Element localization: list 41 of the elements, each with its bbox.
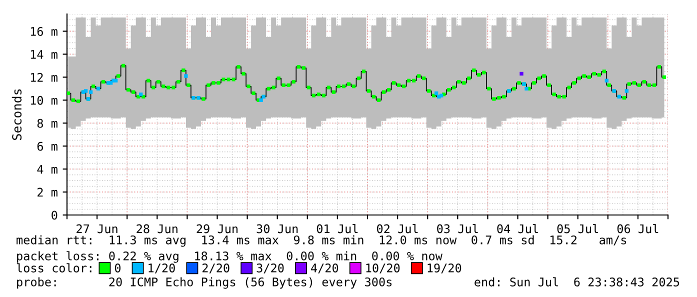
y-axis-title: Seconds	[12, 89, 22, 140]
x-tick-label: 27 Jun	[76, 224, 118, 234]
point	[520, 72, 524, 76]
legend-label: 0	[114, 264, 121, 272]
point	[114, 78, 118, 82]
legend-label: 10/20	[366, 264, 400, 274]
x-tick-label: 05 Jul	[557, 224, 598, 234]
x-tick-label: 03 Jul	[437, 224, 478, 234]
x-tick-label: 01 Jul	[316, 224, 358, 234]
legend-label: 2/20	[202, 264, 230, 274]
text: packet loss: 0.22 % avg 18.13 % max 0.00 % min 0.00 % now	[17, 251, 442, 263]
text: median rtt: 11.3 ms avg 13.4 ms max 9.8 ms min 12.0 ms now 0.7 ms sd 15.2 am/s	[16, 235, 626, 247]
x-tick-label: 28 Jun	[136, 224, 178, 234]
legend-label: 1/20	[148, 264, 175, 274]
y-tick-label: 4 m	[37, 164, 58, 174]
x-tick-label: 06 Jul	[617, 224, 658, 234]
x-tick-label: 02 Jul	[376, 224, 418, 234]
y-tick-label: 6 m	[37, 142, 58, 151]
point	[434, 91, 438, 96]
x-tick-label: 30 Jun	[256, 224, 298, 234]
y-tick-label: 10 m	[30, 96, 58, 105]
legend-label: 19/20	[428, 264, 462, 274]
point	[524, 86, 528, 90]
legend-label: 3/20	[256, 264, 284, 274]
y-tick-label: 12 m	[30, 72, 58, 82]
y-tick-label: 0	[52, 210, 58, 220]
y-tick-label: 14 m	[30, 50, 58, 59]
legend-title: loss color:	[16, 263, 92, 272]
point	[84, 89, 88, 93]
y-tick-label: 2 m	[38, 188, 58, 197]
x-tick-label: 04 Jul	[497, 224, 538, 234]
y-tick-label: 16 m	[30, 26, 58, 36]
text: probe: 20 ICMP Echo Pings (56 Bytes) every 300s	[17, 277, 392, 289]
legend-label: 4/20	[311, 264, 338, 274]
point	[88, 90, 93, 94]
x-tick-label: 29 Jun	[196, 224, 238, 234]
point	[440, 94, 444, 98]
point	[624, 89, 629, 93]
y-tick-label: 8 m	[37, 118, 58, 128]
text: end: Sun Jul 6 23:38:43 2025	[474, 277, 680, 286]
point	[139, 92, 143, 96]
